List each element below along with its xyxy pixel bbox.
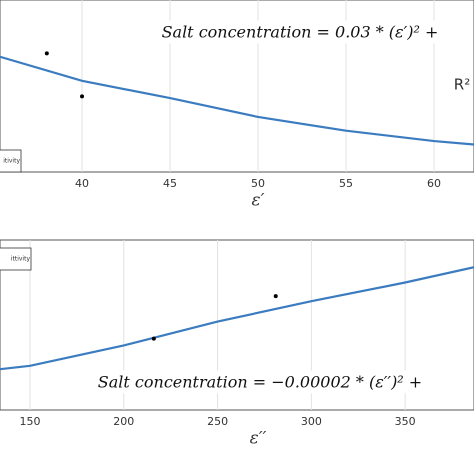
x-tick-label: 150	[20, 415, 41, 428]
note: R²	[454, 76, 470, 94]
x-tick-label: 250	[207, 415, 228, 428]
x-tick-label: 60	[427, 177, 441, 190]
x-tick-label: 200	[113, 415, 134, 428]
x-tick-label: 350	[395, 415, 416, 428]
legend-label: itivity	[3, 158, 20, 165]
curve	[0, 55, 474, 146]
x-tick-label: 50	[251, 177, 265, 190]
curve	[0, 266, 474, 371]
equation: Salt concentration = −0.00002 * (ε′′)² +	[98, 373, 422, 392]
data-point	[80, 94, 85, 99]
equation: Salt concentration = 0.03 * (ε′)² +	[162, 23, 439, 42]
x-tick-label: 45	[163, 177, 177, 190]
equation-bg	[93, 370, 427, 394]
data-point	[273, 294, 278, 299]
x-tick-label: 40	[75, 177, 89, 190]
legend-box	[0, 247, 32, 271]
legend-box	[0, 149, 22, 173]
x-axis-label: ε′′	[250, 429, 267, 449]
x-tick-label: 55	[339, 177, 353, 190]
legend-label: ittivity	[11, 256, 31, 263]
x-axis-label: ε′	[252, 191, 265, 211]
x-tick-label: 300	[301, 415, 322, 428]
data-point	[44, 51, 49, 56]
equation-bg	[157, 20, 443, 44]
data-point	[151, 336, 156, 341]
